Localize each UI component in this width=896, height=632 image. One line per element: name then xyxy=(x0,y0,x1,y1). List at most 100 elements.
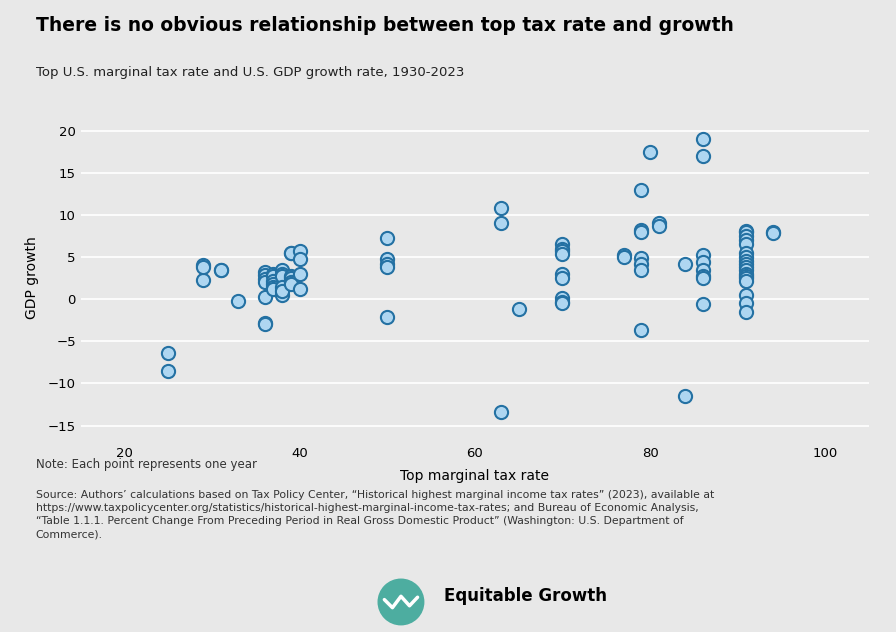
Point xyxy=(266,279,280,289)
Point xyxy=(739,248,754,258)
Point xyxy=(512,304,526,314)
Point xyxy=(556,298,570,308)
Point xyxy=(556,240,570,250)
Point xyxy=(634,253,649,263)
Circle shape xyxy=(378,579,424,624)
Point xyxy=(739,271,754,281)
Point xyxy=(292,269,306,279)
Point xyxy=(196,262,211,272)
Point xyxy=(196,275,211,285)
Point xyxy=(651,218,666,228)
Point xyxy=(257,270,271,280)
Point xyxy=(556,269,570,279)
Point xyxy=(284,248,298,258)
Point xyxy=(213,265,228,275)
Point xyxy=(695,134,710,144)
Point xyxy=(292,284,306,294)
Point xyxy=(266,269,280,279)
Point xyxy=(556,246,570,256)
Point xyxy=(739,240,754,250)
Point xyxy=(695,250,710,260)
Point xyxy=(257,319,271,329)
Point xyxy=(196,260,211,270)
Point xyxy=(739,276,754,286)
Point xyxy=(213,265,228,276)
Point xyxy=(257,318,271,328)
Point xyxy=(739,262,754,272)
Point xyxy=(739,258,754,269)
Point xyxy=(634,225,649,235)
Y-axis label: GDP growth: GDP growth xyxy=(25,237,39,319)
Point xyxy=(739,307,754,317)
Point xyxy=(695,265,710,275)
Point xyxy=(695,151,710,161)
Point xyxy=(266,271,280,281)
Point xyxy=(275,286,289,296)
Point xyxy=(266,284,280,294)
Point xyxy=(292,253,306,264)
Point xyxy=(380,262,394,272)
Point xyxy=(765,227,780,237)
Point xyxy=(651,221,666,231)
Point xyxy=(556,250,570,260)
Point xyxy=(257,274,271,284)
Point xyxy=(739,290,754,300)
Point xyxy=(695,270,710,281)
Text: Source: Authors’ calculations based on Tax Policy Center, “Historical highest ma: Source: Authors’ calculations based on T… xyxy=(36,490,714,539)
Point xyxy=(257,277,271,288)
Point xyxy=(284,270,298,281)
Point xyxy=(275,290,289,300)
Point xyxy=(634,227,649,237)
Point xyxy=(494,218,508,228)
Point xyxy=(380,253,394,264)
Point xyxy=(284,279,298,289)
Point xyxy=(556,243,570,253)
Point xyxy=(765,228,780,238)
Point xyxy=(284,248,298,258)
Point xyxy=(739,265,754,276)
Point xyxy=(616,252,631,262)
Point xyxy=(643,147,658,157)
Point xyxy=(739,252,754,262)
Point xyxy=(634,185,649,195)
Point xyxy=(275,271,289,281)
Point xyxy=(380,258,394,269)
Point xyxy=(494,203,508,213)
Point xyxy=(695,299,710,309)
Point xyxy=(739,269,754,279)
Point xyxy=(695,273,710,283)
Point xyxy=(634,258,649,269)
Point xyxy=(739,226,754,236)
Point xyxy=(678,391,693,401)
Point xyxy=(739,298,754,308)
Text: Note: Each point represents one year: Note: Each point represents one year xyxy=(36,458,257,471)
Point xyxy=(695,257,710,267)
Point xyxy=(161,348,176,358)
Point xyxy=(266,281,280,291)
Point xyxy=(380,312,394,322)
Point xyxy=(739,227,754,237)
Point xyxy=(231,296,246,306)
Point xyxy=(678,258,693,269)
Point xyxy=(257,267,271,277)
Point xyxy=(616,250,631,260)
Point xyxy=(292,246,306,256)
Text: There is no obvious relationship between top tax rate and growth: There is no obvious relationship between… xyxy=(36,16,734,35)
Point xyxy=(284,273,298,283)
Point xyxy=(284,277,298,288)
Text: Top U.S. marginal tax rate and U.S. GDP growth rate, 1930-2023: Top U.S. marginal tax rate and U.S. GDP … xyxy=(36,66,464,80)
Point xyxy=(275,269,289,279)
Point xyxy=(739,231,754,241)
Point xyxy=(556,296,570,307)
Point xyxy=(634,265,649,275)
Point xyxy=(739,273,754,283)
Point xyxy=(739,256,754,266)
Point xyxy=(257,291,271,301)
Point xyxy=(266,276,280,286)
Point xyxy=(494,407,508,417)
Point xyxy=(275,265,289,275)
X-axis label: Top marginal tax rate: Top marginal tax rate xyxy=(401,468,549,483)
Text: Equitable Growth: Equitable Growth xyxy=(444,587,607,605)
Point xyxy=(556,273,570,283)
Point xyxy=(161,366,176,376)
